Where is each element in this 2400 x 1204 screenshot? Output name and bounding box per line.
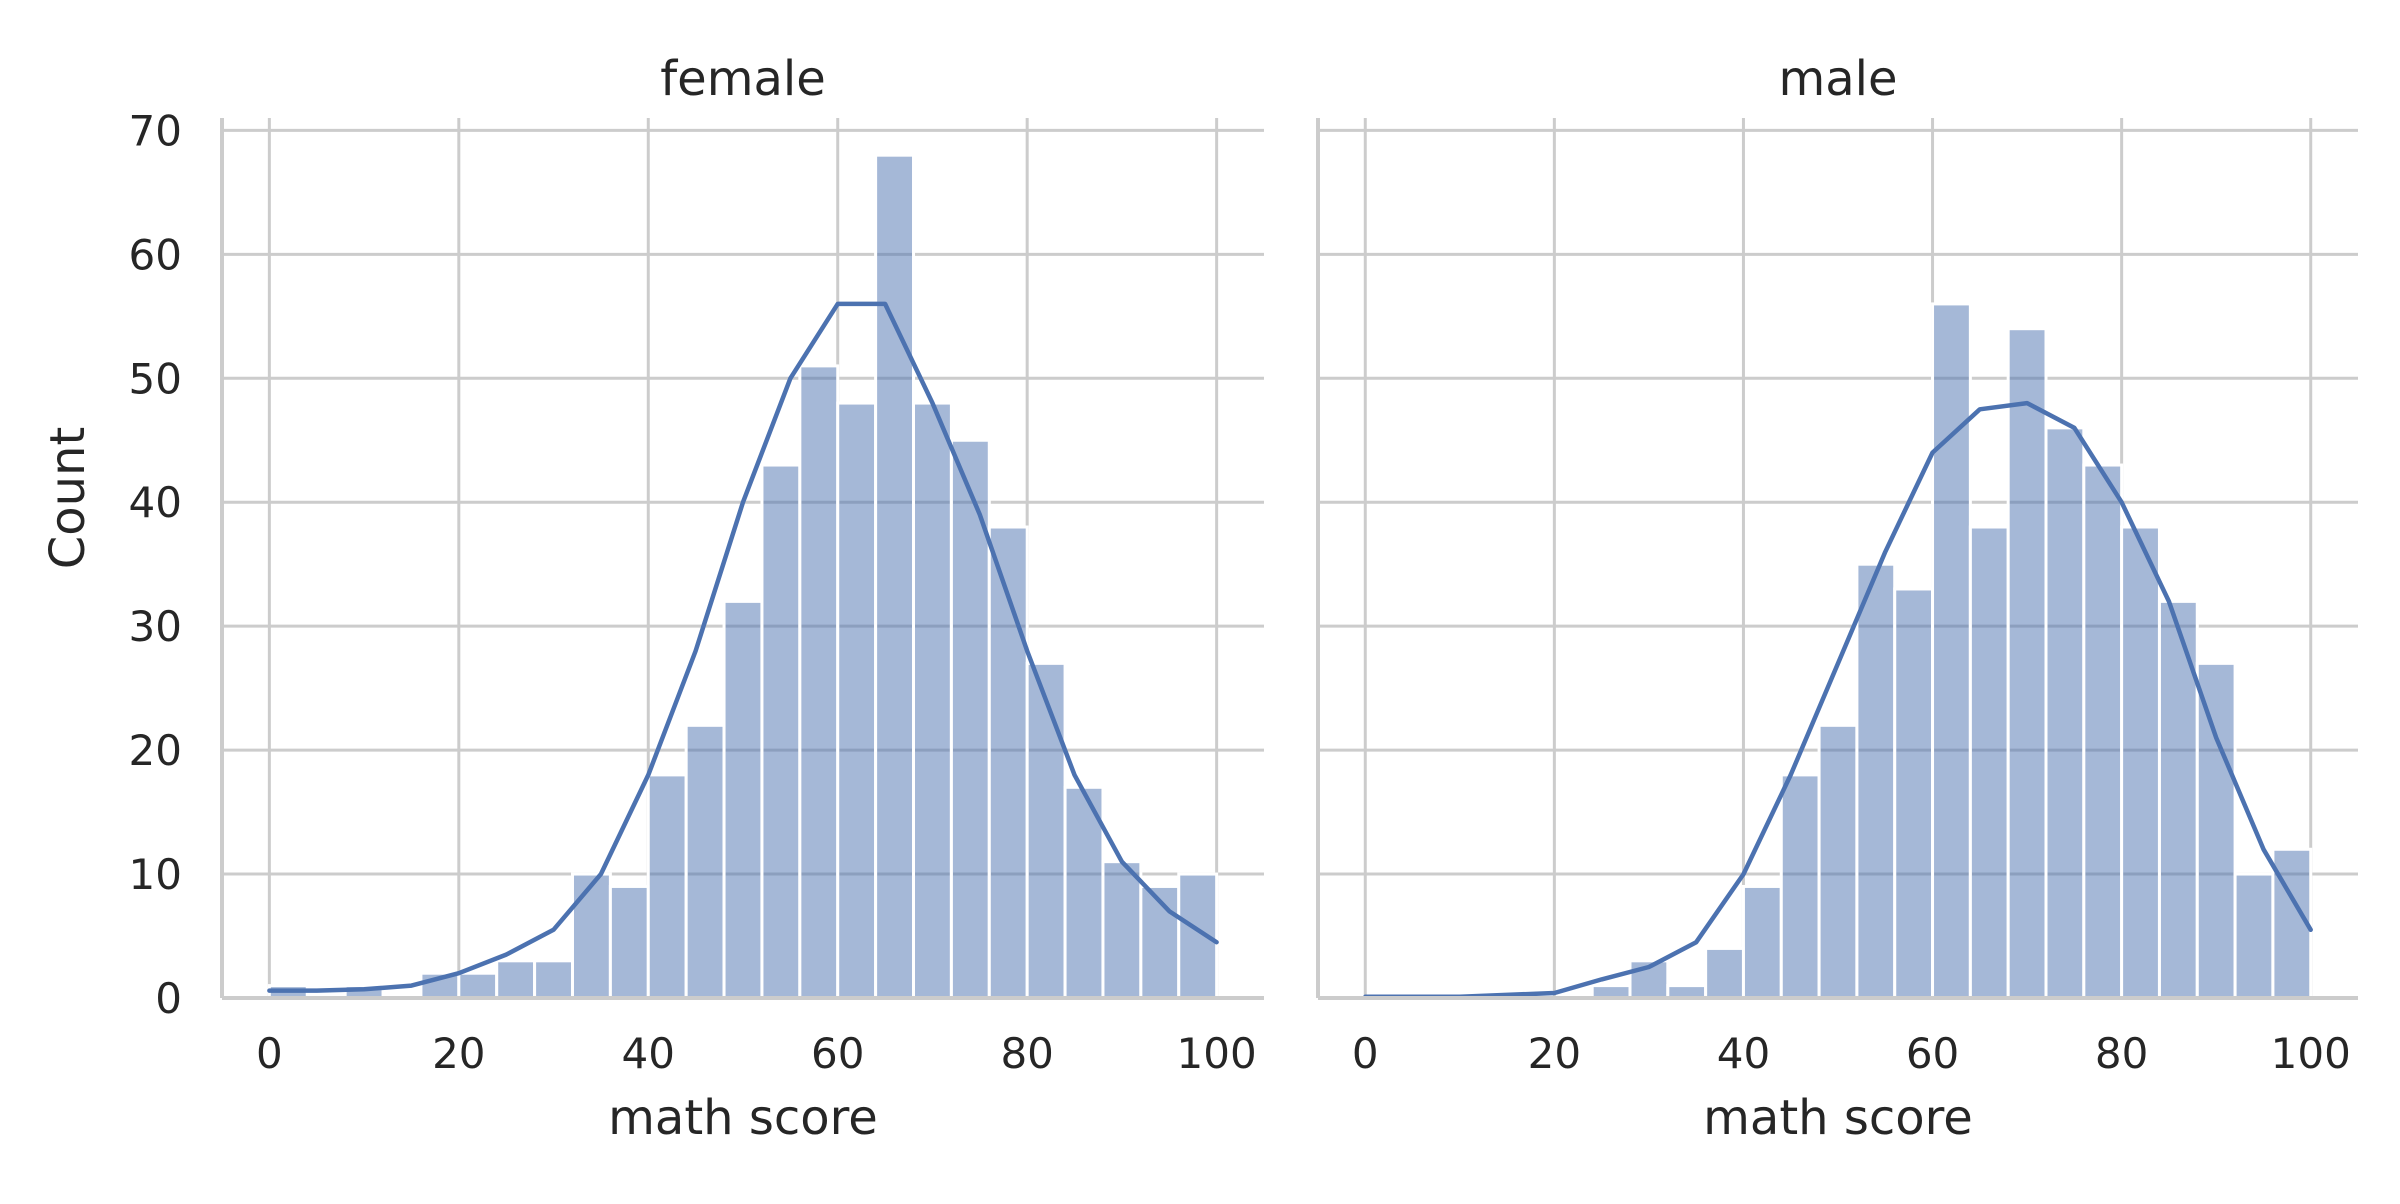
- y-tick-label: 30: [129, 602, 182, 651]
- histogram-bar: [912, 401, 953, 1000]
- x-tick-label: 40: [1717, 1029, 1770, 1078]
- histogram-bar: [1855, 562, 1897, 1000]
- x-tick-label: 60: [811, 1029, 864, 1078]
- histogram-bar: [495, 959, 537, 1000]
- x-tick-label: 20: [1528, 1029, 1581, 1078]
- panel-female: 0 20 40 60 80 100 math score female 0 10 20 30 40 50 6…: [129, 51, 1264, 1146]
- y-tick-label: 10: [129, 850, 182, 899]
- x-tick-label: 80: [1000, 1029, 1053, 1078]
- x-tick-label: 100: [1177, 1029, 1257, 1078]
- histogram-bar: [1817, 723, 1859, 1000]
- y-axis-label: Count: [40, 427, 96, 570]
- y-tick-label: 40: [129, 478, 182, 527]
- x-tick-label: 40: [622, 1029, 675, 1078]
- histogram-bar: [1968, 525, 2010, 1000]
- histogram-bar: [722, 599, 764, 1000]
- histogram-bar: [533, 959, 574, 1000]
- histogram-bar: [2044, 426, 2086, 1000]
- histogram-bar: [1779, 773, 1821, 1000]
- histogram-bar: [949, 438, 991, 1000]
- histogram-bar: [1101, 860, 1143, 1000]
- histogram-bar: [608, 884, 650, 1000]
- histogram-bar: [457, 971, 499, 1000]
- panel-title: male: [1778, 51, 1897, 107]
- x-tick-label: 0: [1352, 1029, 1379, 1078]
- x-tick-label: 0: [256, 1029, 283, 1078]
- histogram-bar: [2120, 525, 2161, 1000]
- histogram-bar: [1741, 884, 1783, 1000]
- y-tick-label: 60: [129, 230, 182, 279]
- x-tick-label: 60: [1906, 1029, 1959, 1078]
- histogram-bar: [1893, 587, 1935, 1000]
- y-tick-label: 50: [129, 354, 182, 403]
- histogram-bar: [684, 723, 726, 1000]
- y-tick-label: 70: [129, 106, 182, 155]
- histogram-bar: [1931, 302, 1972, 1000]
- histogram-bar: [874, 153, 916, 1000]
- y-tick-label: 20: [129, 726, 182, 775]
- histogram-bar: [570, 872, 612, 1000]
- histogram-bar: [836, 401, 878, 1000]
- histogram-bar: [1025, 661, 1067, 1000]
- kde-line: [1363, 400, 2313, 1000]
- histogram-bar: [760, 463, 802, 1000]
- histogram-bar: [646, 773, 688, 1000]
- histogram-bar: [2195, 661, 2237, 1000]
- panel-male: 0 20 40 60 80 100 math score male: [1316, 51, 2358, 1146]
- histogram-bar: [2006, 327, 2048, 1000]
- x-tick-label: 20: [432, 1029, 485, 1078]
- histogram-bar: [798, 364, 840, 1000]
- histogram-bar: [987, 525, 1029, 1000]
- x-tick-label: 100: [2271, 1029, 2351, 1078]
- y-tick-label: 0: [155, 974, 182, 1023]
- histogram-bar: [1704, 946, 1745, 1000]
- x-axis-label: math score: [608, 1090, 878, 1146]
- x-tick-label: 80: [2095, 1029, 2148, 1078]
- histogram-bar: [2233, 872, 2275, 1000]
- x-axis-label: math score: [1703, 1090, 1973, 1146]
- kde-line: [267, 301, 1219, 993]
- histogram-bar: [2082, 463, 2124, 1000]
- panel-title: female: [660, 51, 825, 107]
